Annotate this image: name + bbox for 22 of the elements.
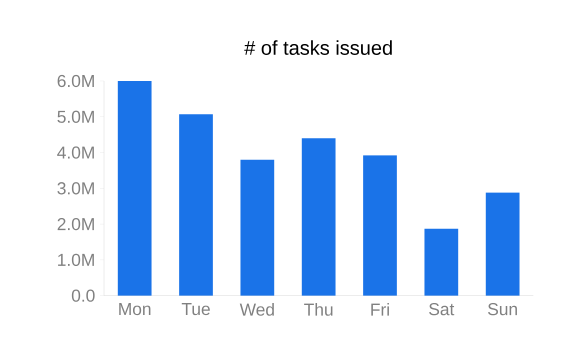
y-tick-label: 2.0M — [58, 218, 94, 230]
x-tick-label: Tue — [182, 303, 210, 316]
y-tick-label: 1.0M — [58, 254, 94, 266]
bar — [118, 81, 152, 296]
bar — [302, 138, 336, 296]
chart-title: # of tasks issued — [244, 40, 392, 55]
x-tick-label: Thu — [304, 303, 332, 316]
bar — [424, 228, 458, 296]
x-tick-label: Sat — [429, 303, 454, 316]
bar — [363, 155, 397, 296]
y-tick-label: 0.0 — [72, 290, 95, 302]
y-tick-label: 4.0M — [57, 146, 94, 159]
y-tick-label: 5.0M — [57, 110, 94, 123]
x-tick-label: Mon — [119, 303, 150, 316]
x-tick-label: Fri — [371, 303, 389, 316]
x-tick-label: Wed — [240, 303, 274, 316]
bar — [179, 114, 213, 296]
y-tick-label: 6.0M — [58, 74, 94, 88]
bar — [486, 192, 520, 296]
x-tick-label: Sun — [488, 303, 517, 316]
y-tick-label: 3.0M — [57, 182, 94, 194]
bar — [240, 160, 274, 296]
